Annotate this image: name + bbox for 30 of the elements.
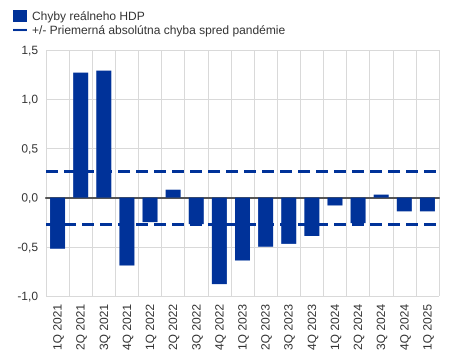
bar	[374, 194, 389, 198]
bar	[420, 198, 435, 212]
x-tick-label: 3Q 2023	[282, 304, 296, 350]
bar	[327, 198, 342, 206]
y-tick-label: 1,5	[21, 43, 38, 57]
x-tick-label: 2Q 2022	[166, 304, 180, 350]
legend-label: +/- Priemerná absolútna chyba spred pandémie	[32, 23, 286, 37]
x-tick-label: 3Q 2022	[189, 304, 204, 350]
y-tick-label: -1,0	[17, 288, 38, 303]
x-tick-label: 4Q 2021	[120, 304, 134, 350]
x-tick-label: 1Q 2021	[50, 304, 65, 350]
y-tick-label: 0,5	[21, 141, 38, 156]
x-tick-label: 1Q 2024	[328, 304, 342, 350]
y-tick-label: 0,0	[21, 190, 38, 205]
bar	[166, 190, 181, 198]
x-tick-label: 1Q 2025	[420, 304, 434, 350]
legend-label: Chyby reálneho HDP	[32, 9, 145, 23]
x-tick-label: 3Q 2024	[374, 304, 388, 350]
x-tick-label: 2Q 2023	[258, 304, 273, 350]
x-tick-label: 4Q 2022	[212, 304, 226, 350]
y-tick-label: -0,5	[17, 240, 38, 254]
x-tick-label: 4Q 2023	[304, 304, 319, 350]
x-tick-label: 2Q 2024	[351, 304, 366, 350]
x-tick-label: 2Q 2021	[74, 304, 88, 350]
x-tick-label: 1Q 2022	[143, 304, 158, 350]
x-tick-label: 3Q 2021	[96, 304, 111, 350]
x-tick-label: 1Q 2023	[236, 304, 250, 350]
y-tick-label: 1,0	[21, 92, 38, 106]
x-tick-label: 4Q 2024	[397, 304, 412, 350]
bar	[396, 198, 412, 212]
